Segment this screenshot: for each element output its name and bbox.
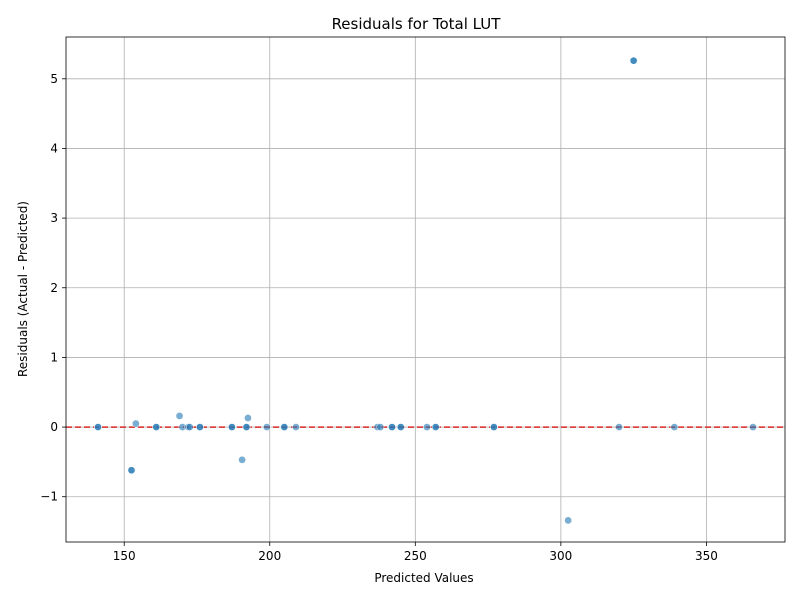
y-tick-label: 0 <box>50 420 58 434</box>
scatter-point <box>431 423 440 431</box>
scatter-point <box>396 423 405 431</box>
scatter-point <box>132 419 140 428</box>
scatter-point <box>94 423 102 431</box>
x-tick-label: 250 <box>404 549 427 563</box>
scatter-point <box>292 423 300 431</box>
grid <box>66 37 785 542</box>
x-tick-label: 300 <box>549 549 572 563</box>
scatter-point <box>127 466 136 475</box>
y-tick-label: 1 <box>50 350 58 364</box>
scatter-point <box>615 423 623 431</box>
y-tick-label: 2 <box>50 281 58 295</box>
scatter-points <box>94 56 757 525</box>
y-tick-label: 5 <box>50 72 58 86</box>
x-axis-title: Predicted Values <box>374 571 473 585</box>
scatter-point <box>263 423 271 431</box>
scatter-point <box>196 423 204 431</box>
scatter-point <box>185 423 194 431</box>
x-tick-label: 150 <box>113 549 136 563</box>
scatter-point <box>280 423 289 431</box>
x-tick-label: 350 <box>695 549 718 563</box>
x-axis-ticks: 150 200 250 300 350 <box>113 542 718 563</box>
scatter-point <box>749 423 757 431</box>
y-tick-label: 3 <box>50 211 58 225</box>
y-tick-label: 4 <box>50 141 58 155</box>
y-axis-title: Residuals (Actual - Predicted) <box>16 201 30 377</box>
plot-area-frame <box>65 36 786 543</box>
scatter-point <box>244 414 252 422</box>
x-tick-label: 200 <box>258 549 281 563</box>
scatter-point <box>490 423 498 431</box>
y-axis-ticks: −1 0 1 2 3 4 5 <box>40 72 66 504</box>
scatter-point <box>670 423 679 431</box>
scatter-point <box>564 516 572 525</box>
scatter-point <box>152 423 161 431</box>
scatter-point <box>238 455 246 464</box>
scatter-point <box>242 423 251 431</box>
scatter-point <box>376 423 385 431</box>
scatter-point <box>629 56 638 65</box>
scatter-point <box>228 423 236 431</box>
y-tick-label: −1 <box>40 490 58 504</box>
scatter-point <box>175 412 184 420</box>
scatter-point <box>388 423 396 431</box>
scatter-point <box>423 423 431 431</box>
chart-title: Residuals for Total LUT <box>332 15 502 33</box>
